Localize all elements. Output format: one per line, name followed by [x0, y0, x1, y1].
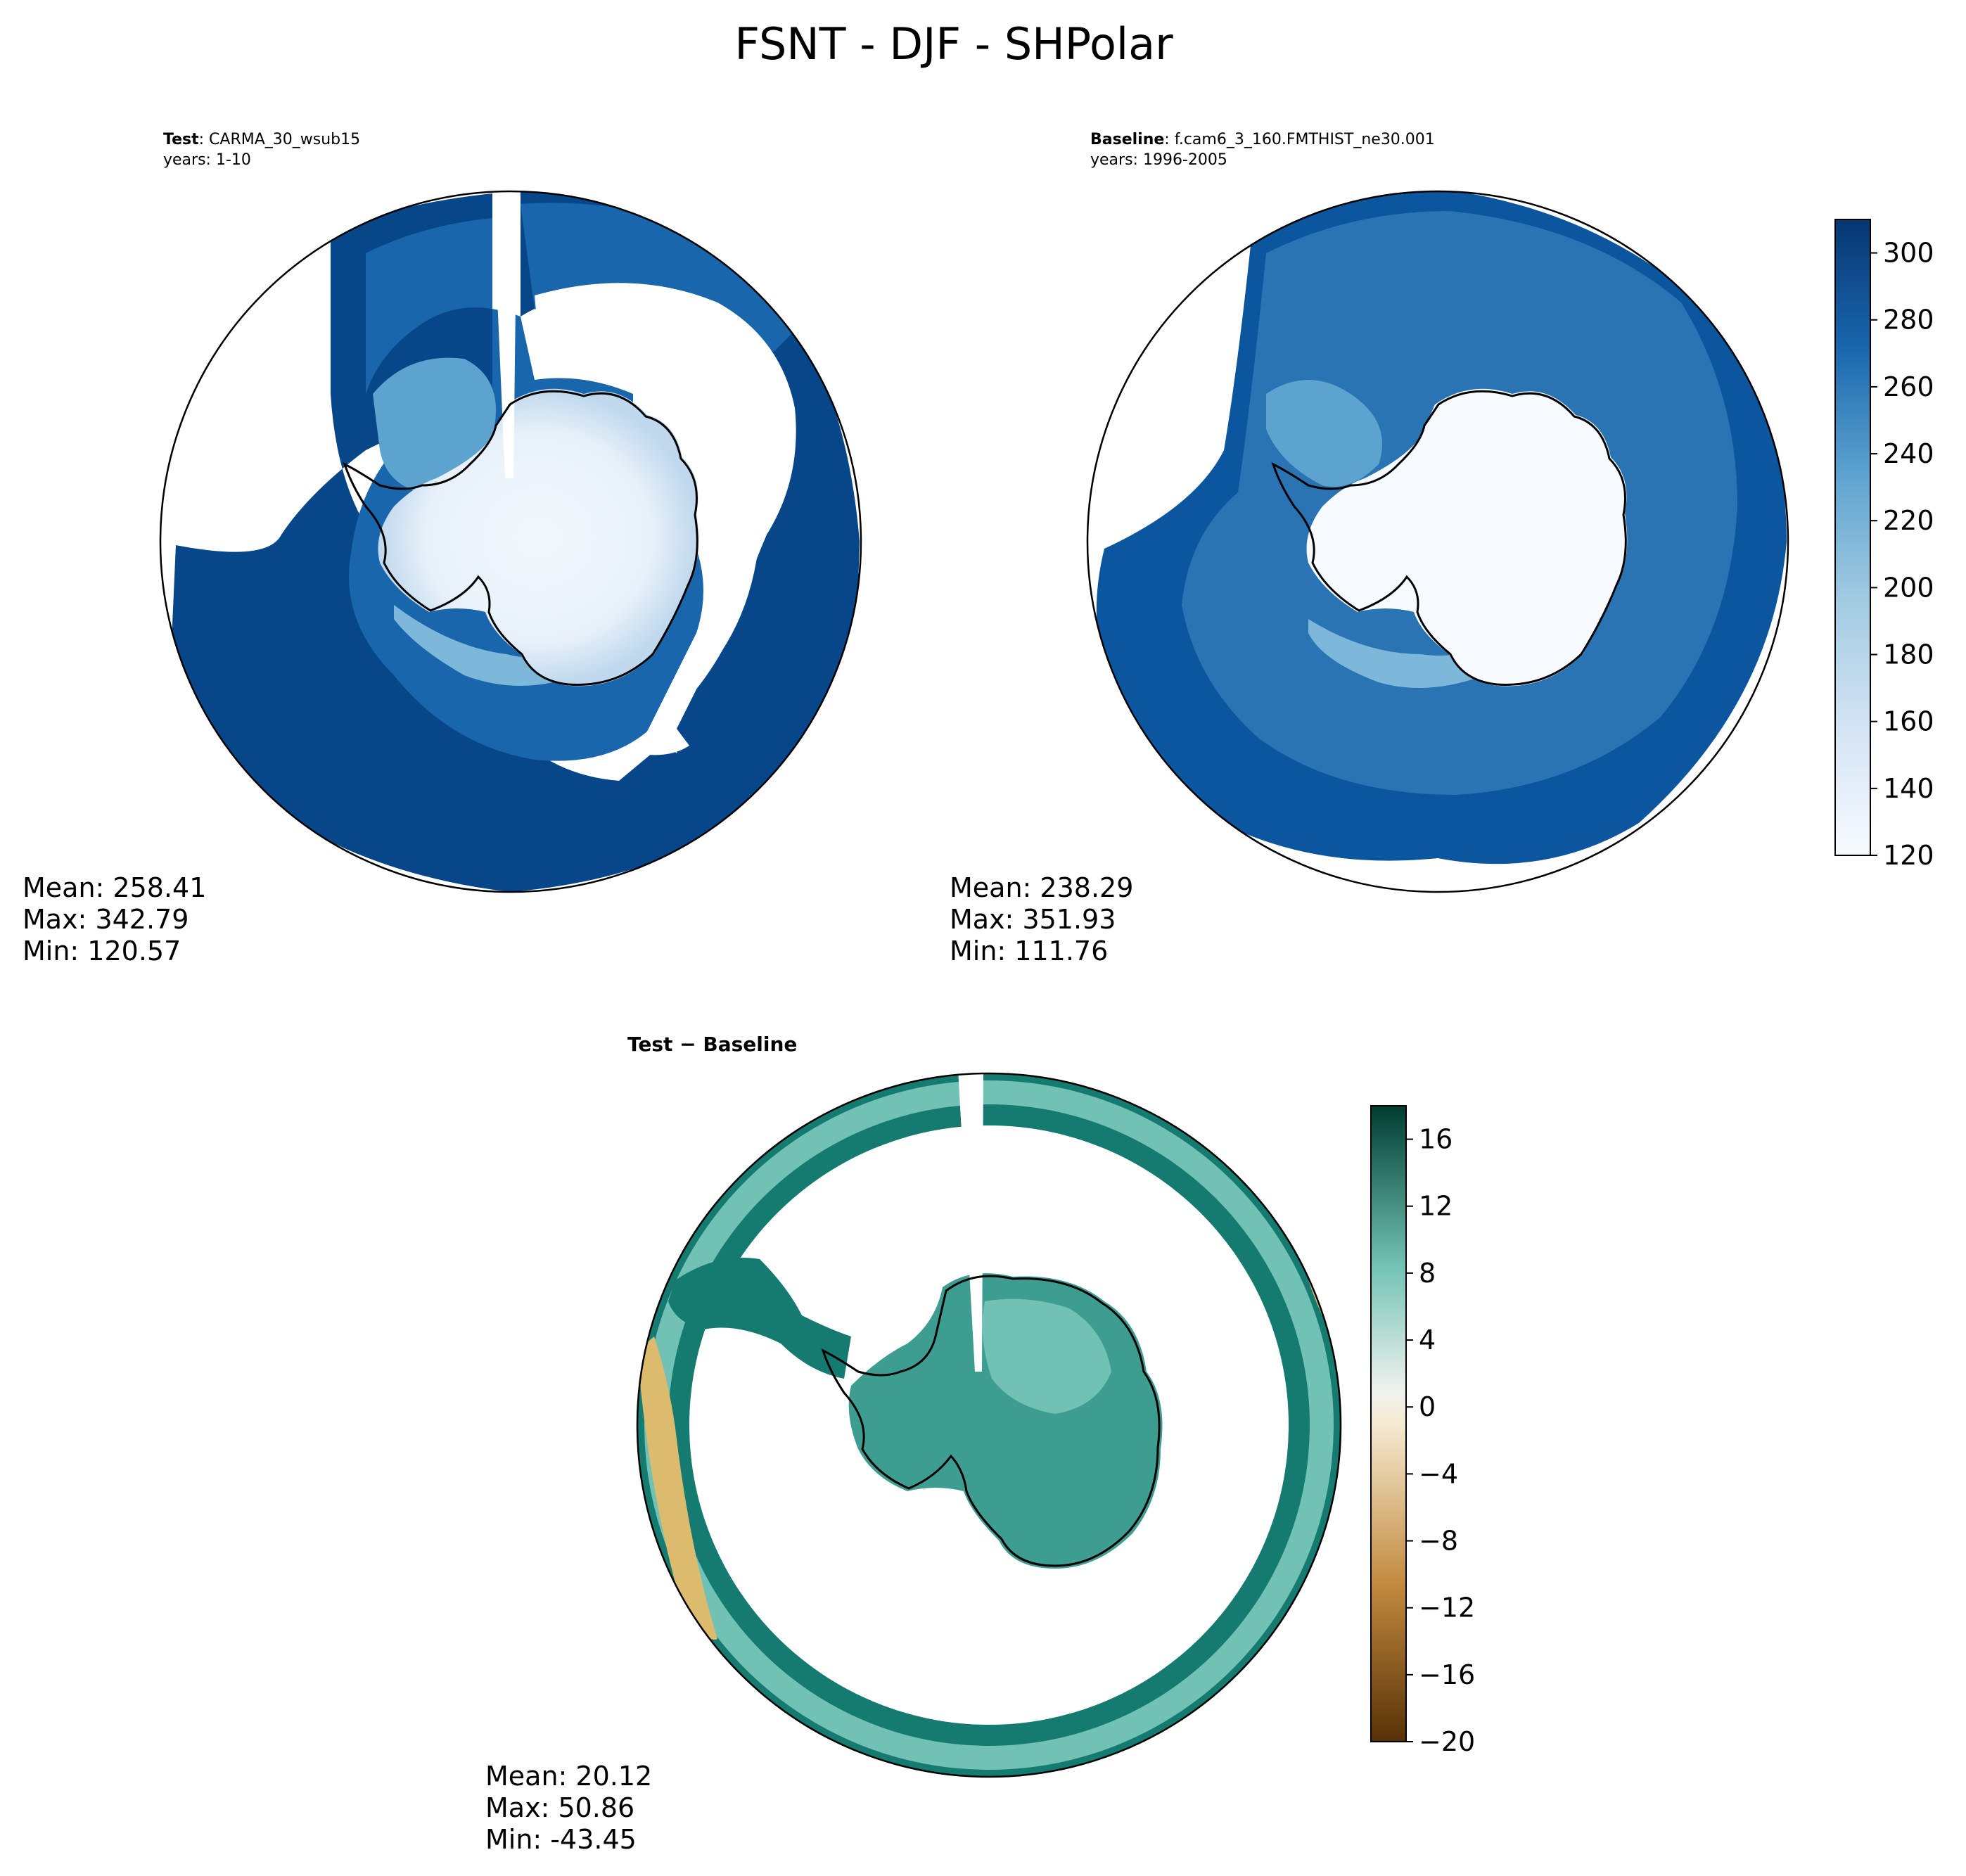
diff-colorbar-tick-label: 4: [1419, 1325, 1436, 1355]
test-map-boundary: [159, 190, 862, 893]
main-colorbar-tick-label: 160: [1883, 706, 1934, 737]
diff-antarctica-light: [982, 1298, 1111, 1414]
test-west-hole: [160, 428, 302, 511]
main-colorbar-tick-label: 260: [1883, 371, 1934, 402]
test-coastline: [343, 390, 698, 686]
main-colorbar-tick-label: 240: [1883, 438, 1934, 469]
baseline-years: years: 1996-2005: [1090, 151, 1227, 169]
test-max: Max: 342.79: [23, 904, 189, 935]
main-colorbar-tick-label: 220: [1883, 505, 1934, 536]
diff-panel: Test − Baseline Mean: 20.12 Max: 50.86 M…: [485, 1033, 1342, 1855]
diff-colorbar: −20 −16 −12 −8 −4 0 4 8 12 16: [1370, 1105, 1475, 1757]
baseline-light-band-2: [1308, 619, 1491, 688]
main-colorbar-tick-label: 280: [1883, 305, 1934, 336]
diff-negative-rim-west: [637, 1336, 717, 1640]
test-min: Min: 120.57: [23, 936, 181, 966]
diff-peninsula: [668, 1258, 851, 1379]
figure-title: FSNT - DJF - SHPolar: [734, 18, 1173, 70]
diff-colorbar-tick-label: −4: [1419, 1458, 1458, 1489]
baseline-map-boundary: [1086, 190, 1789, 893]
main-colorbar-tick-label: 120: [1883, 840, 1934, 871]
test-label-bold: Test: [163, 131, 199, 148]
diff-data-gap: [958, 1073, 983, 1372]
diff-map-boundary: [636, 1072, 1342, 1778]
test-label: Test: CARMA_30_wsub15: [163, 131, 360, 148]
main-colorbar-tick-label: 140: [1883, 773, 1934, 804]
main-colorbar-tick-label: 300: [1883, 238, 1934, 269]
main-colorbar-tick-label: 180: [1883, 639, 1934, 670]
baseline-antarctica: [1306, 388, 1628, 687]
diff-mean: Mean: 20.12: [485, 1761, 652, 1792]
diff-colorbar-tick-label: 12: [1419, 1191, 1453, 1222]
diff-colorbar-ticks: −20 −16 −12 −8 −4 0 4 8 12 16: [1406, 1124, 1475, 1757]
baseline-min: Min: 111.76: [950, 936, 1108, 966]
test-mean: Mean: 258.41: [23, 872, 206, 903]
test-years: years: 1-10: [163, 151, 251, 169]
test-light-band: [373, 357, 496, 492]
diff-colorbar-tick-label: 8: [1419, 1258, 1436, 1289]
diff-label: Test − Baseline: [627, 1033, 797, 1056]
baseline-map: [1087, 191, 1788, 892]
diff-colorbar-tick-label: 16: [1419, 1124, 1453, 1155]
baseline-coastline: [1271, 390, 1627, 686]
baseline-light-band: [1266, 380, 1382, 487]
test-map: [160, 191, 861, 892]
diff-min: Min: -43.45: [485, 1824, 637, 1855]
test-antarctica: [378, 388, 699, 687]
diff-colorbar-tick-label: −8: [1419, 1526, 1458, 1557]
main-colorbar-tick-label: 200: [1883, 572, 1934, 603]
diff-colorbar-tick-label: −12: [1419, 1593, 1475, 1623]
diff-colorbar-tick-label: 0: [1419, 1391, 1436, 1422]
baseline-mean: Mean: 238.29: [950, 872, 1133, 903]
diff-coastline: [821, 1275, 1161, 1567]
diff-colorbar-tick-label: −20: [1419, 1726, 1475, 1757]
baseline-label: Baseline: f.cam6_3_160.FMTHIST_ne30.001: [1090, 131, 1435, 148]
baseline-label-bold: Baseline: [1090, 131, 1164, 148]
diff-map: [637, 1073, 1341, 1777]
baseline-label-case: : f.cam6_3_160.FMTHIST_ne30.001: [1164, 131, 1435, 148]
main-colorbar: 120 140 160 180 200 220 240 260 280 300: [1834, 219, 1934, 871]
main-colorbar-fill: [1834, 219, 1871, 856]
diff-colorbar-fill: [1370, 1105, 1407, 1742]
test-panel: Test: CARMA_30_wsub15 years: 1-10 Mean: …: [23, 131, 862, 966]
diff-colorbar-tick-label: −16: [1419, 1659, 1475, 1690]
baseline-max: Max: 351.93: [950, 904, 1116, 935]
test-outer-ocean: [169, 191, 860, 892]
test-label-case: : CARMA_30_wsub15: [199, 131, 361, 148]
test-seaice-hole: [535, 283, 796, 755]
baseline-panel: Baseline: f.cam6_3_160.FMTHIST_ne30.001 …: [950, 131, 1789, 966]
main-colorbar-ticks: 120 140 160 180 200 220 240 260 280 300: [1870, 238, 1934, 871]
diff-max: Max: 50.86: [485, 1792, 634, 1823]
